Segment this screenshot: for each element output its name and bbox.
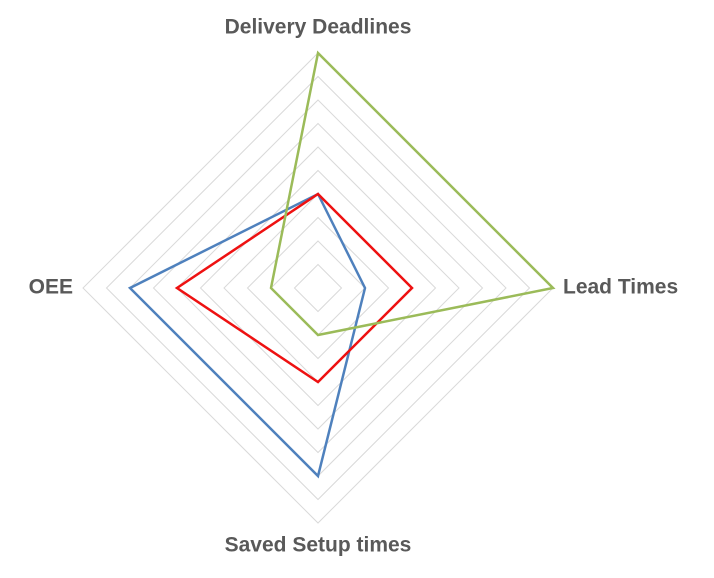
axis-label: Saved Setup times [225,534,412,557]
axis-label: OEE [29,276,73,299]
grid-ring [129,99,507,477]
grid-ring [223,193,413,383]
series-line [269,50,556,337]
grid-ring [176,146,460,430]
grid-ring [293,263,343,313]
axis-label: Delivery Deadlines [225,16,412,39]
axis-label: Lead Times [563,276,678,299]
grid-ring [105,75,531,501]
grid-ring [152,122,484,454]
grid-ring [199,169,437,407]
grid-ring [246,216,390,360]
grid-ring [270,240,366,336]
series-line [127,192,367,479]
series-line [174,192,414,384]
